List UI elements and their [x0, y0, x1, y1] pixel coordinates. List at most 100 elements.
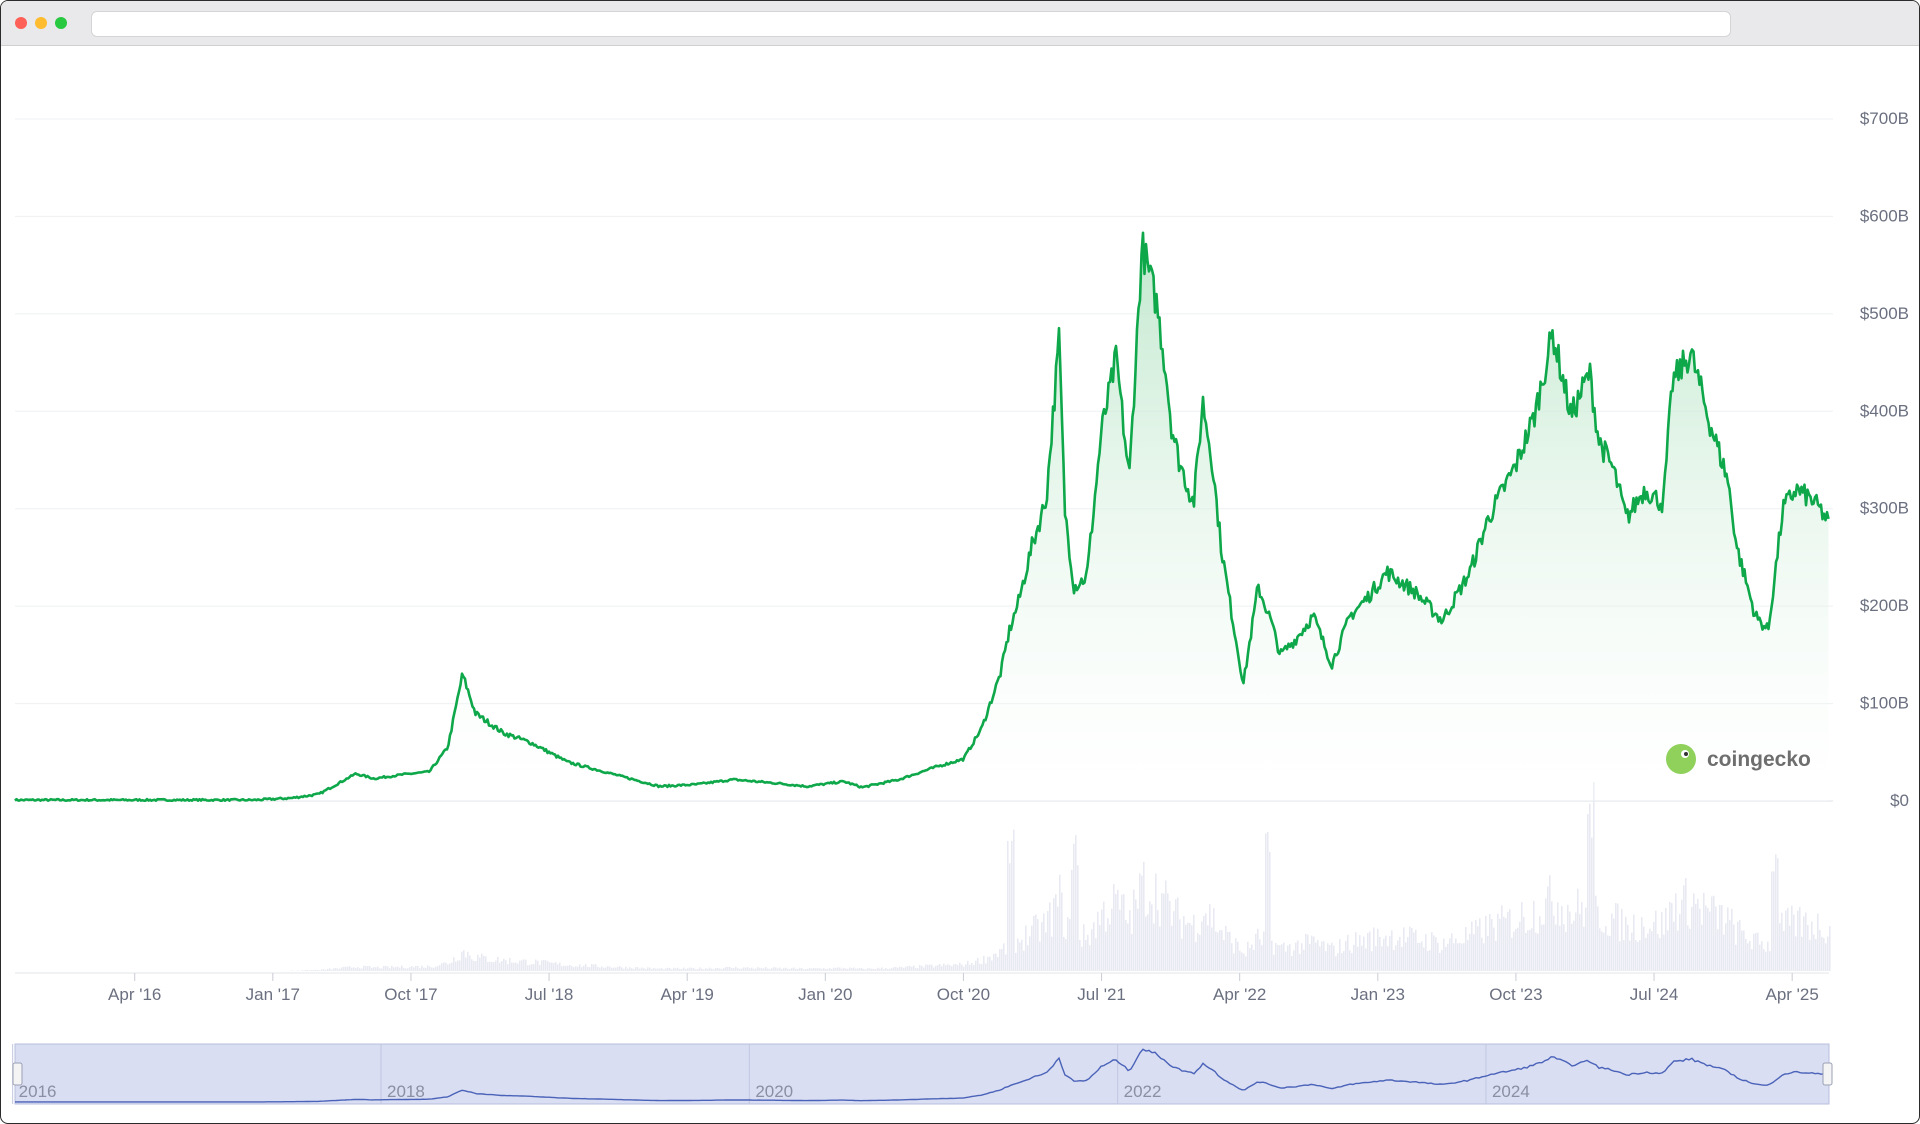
volume-bar	[1679, 913, 1681, 971]
close-window-button[interactable]	[15, 17, 27, 29]
volume-bar	[1265, 833, 1267, 971]
volume-bar	[1203, 916, 1205, 971]
volume-bar	[399, 967, 401, 971]
market-cap-chart[interactable]: $0 $100B $200B $300B $400B $500B $600B $700B Ap…	[1, 46, 1919, 1123]
volume-bar	[473, 960, 475, 971]
volume-bar	[439, 965, 441, 971]
volume-bar	[385, 965, 387, 971]
volume-bar	[843, 967, 845, 971]
volume-bar	[809, 968, 811, 971]
volume-bar	[1225, 925, 1227, 971]
volume-bar	[297, 970, 299, 971]
volume-bar	[631, 968, 633, 971]
y-tick-label: $500B	[1860, 304, 1909, 323]
chart-svg[interactable]: $0 $100B $200B $300B $400B $500B $600B $700B Ap…	[1, 46, 1919, 1123]
volume-bar	[913, 965, 915, 971]
volume-bar	[1147, 914, 1149, 971]
x-tick-label: Jul '18	[525, 985, 574, 1004]
volume-bar	[407, 968, 409, 971]
volume-bar	[1355, 932, 1357, 971]
volume-bar	[1245, 956, 1247, 971]
volume-bar	[875, 969, 877, 971]
volume-bar	[515, 962, 517, 971]
volume-bar	[787, 968, 789, 971]
volume-bar	[761, 968, 763, 971]
volume-bar	[1521, 902, 1523, 971]
volume-bar	[609, 966, 611, 971]
volume-bar	[1747, 943, 1749, 971]
volume-bar	[999, 949, 1001, 971]
volume-bar	[1107, 918, 1109, 971]
volume-bar	[1697, 898, 1699, 971]
volume-bar	[453, 957, 455, 971]
range-navigator[interactable]: 2016 2018 2020 2022 2024	[12, 1043, 1833, 1105]
volume-bar	[883, 969, 885, 971]
volume-bar	[367, 966, 369, 971]
volume-bar	[309, 970, 311, 971]
volume-bar	[327, 968, 329, 971]
x-tick-label: Jul '24	[1630, 985, 1679, 1004]
volume-bar	[1345, 940, 1347, 971]
volume-bar	[1525, 932, 1527, 971]
volume-bar	[323, 969, 325, 971]
volume-bar	[665, 968, 667, 971]
minimize-window-button[interactable]	[35, 17, 47, 29]
volume-bar	[377, 966, 379, 971]
volume-bar	[1043, 913, 1045, 971]
volume-bar	[1179, 919, 1181, 971]
volume-bar	[1393, 950, 1395, 971]
volume-bar	[1703, 892, 1705, 971]
volume-bar	[1163, 893, 1165, 971]
volume-bar	[1637, 941, 1639, 971]
volume-bar	[1211, 927, 1213, 971]
volume-bar	[1555, 924, 1557, 971]
volume-bar	[1127, 923, 1129, 971]
volume-bar	[1635, 940, 1637, 971]
volume-bar	[509, 958, 511, 971]
volume-bar	[1685, 878, 1687, 971]
volume-bar	[1411, 928, 1413, 971]
volume-bar	[751, 967, 753, 971]
volume-bar	[1441, 949, 1443, 971]
volume-bar	[829, 967, 831, 971]
volume-bar	[447, 964, 449, 971]
volume-bar	[1623, 940, 1625, 971]
volume-bar	[821, 968, 823, 971]
volume-bar	[695, 969, 697, 971]
x-tick-label: Jan '17	[246, 985, 300, 1004]
volume-bar	[1291, 955, 1293, 971]
volume-bar	[1401, 946, 1403, 971]
volume-bar	[923, 967, 925, 971]
volume-bar	[1011, 840, 1013, 971]
volume-bar	[749, 968, 751, 971]
volume-bar	[1417, 942, 1419, 971]
navigator-left-handle[interactable]	[12, 1062, 23, 1086]
volume-bar	[1547, 886, 1549, 971]
volume-bar	[1497, 913, 1499, 971]
volume-bar	[1597, 906, 1599, 971]
volume-bar	[673, 967, 675, 971]
maximize-window-button[interactable]	[55, 17, 67, 29]
volume-bar	[1151, 904, 1153, 971]
volume-bar	[1267, 831, 1269, 971]
volume-bar	[1573, 920, 1575, 971]
volume-bar	[1143, 861, 1145, 971]
volume-bar	[507, 964, 509, 971]
volume-bar	[1045, 932, 1047, 971]
volume-bar	[1649, 928, 1651, 971]
volume-bar	[1189, 923, 1191, 971]
y-tick-label: $300B	[1860, 499, 1909, 518]
volume-bar	[667, 967, 669, 971]
volume-bar	[519, 960, 521, 971]
volume-bar	[911, 966, 913, 971]
volume-bar	[567, 965, 569, 971]
volume-bar	[685, 968, 687, 971]
volume-bar	[991, 960, 993, 971]
address-bar[interactable]	[91, 11, 1731, 37]
volume-bar	[1313, 936, 1315, 971]
navigator-right-handle[interactable]	[1822, 1062, 1833, 1086]
volume-bar	[1381, 946, 1383, 971]
volume-bar	[1653, 921, 1655, 971]
volume-bar	[1423, 947, 1425, 971]
volume-bar	[1495, 940, 1497, 971]
